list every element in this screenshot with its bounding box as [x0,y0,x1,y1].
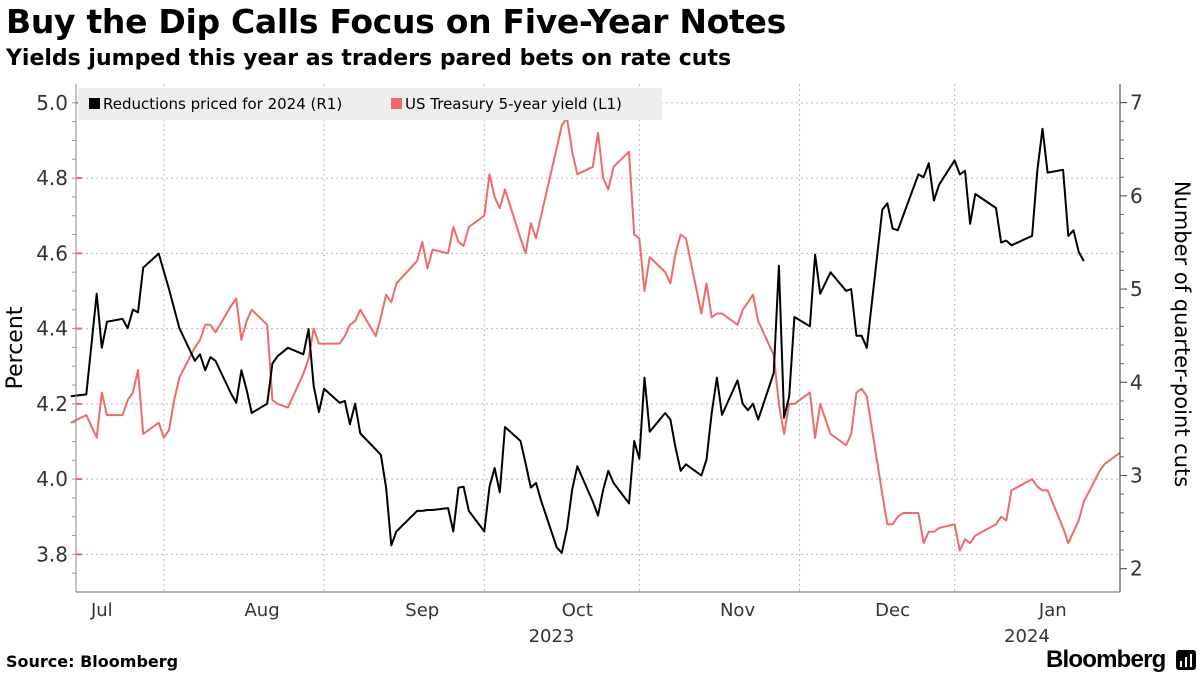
series-lines [70,116,1121,554]
x-tick-label: Oct [562,600,593,621]
legend-label-reductions: Reductions priced for 2024 (R1) [103,95,342,113]
legend: Reductions priced for 2024 (R1) US Treas… [78,88,662,120]
right-tick-label: 3 [1130,463,1143,487]
left-tick-label: 4.4 [36,317,68,341]
left-tick-label: 4.2 [36,392,68,416]
series-line-treasury [70,116,1121,552]
bloomberg-logo: Bloomberg [1046,646,1166,673]
chart-title: Buy the Dip Calls Focus on Five-Year Not… [6,2,786,41]
left-tick-label: 5.0 [36,91,68,115]
right-axis-title: Number of quarter-point cuts [1170,181,1194,487]
x-year-label: 2024 [1004,626,1050,647]
right-tick-label: 2 [1130,557,1143,581]
x-tick-label: Jan [1038,600,1067,621]
legend-swatch-reductions [89,98,100,109]
left-tick-label: 3.8 [36,542,68,566]
x-tick-label: Nov [720,600,755,621]
line-chart: 3.8 4.0 4.2 4.4 4.6 4.8 5.0 2 3 4 5 6 7 Jul Aug Sep Oct N… [3,84,1194,647]
left-tick-label: 4.6 [36,241,68,265]
axes: 3.8 4.0 4.2 4.4 4.6 4.8 5.0 2 3 4 5 6 7 Jul Aug Sep Oct N… [3,84,1194,647]
bloomberg-chart-icon [1176,650,1196,670]
x-tick-label: Aug [244,600,279,621]
series-line-reductions [70,127,1085,554]
x-tick-label: Jul [90,600,113,621]
right-tick-label: 6 [1130,184,1143,208]
right-tick-label: 7 [1130,91,1143,115]
source-note: Source: Bloomberg [6,652,179,671]
right-tick-label: 5 [1130,277,1143,301]
x-tick-label: Dec [875,600,910,621]
legend-background [78,88,662,120]
left-tick-label: 4.0 [36,467,68,491]
legend-swatch-treasury [391,98,402,109]
left-tick-label: 4.8 [36,166,68,190]
legend-label-treasury: US Treasury 5-year yield (L1) [405,95,622,113]
chart-subtitle: Yields jumped this year as traders pared… [6,46,732,71]
x-tick-label: Sep [405,600,439,621]
right-tick-label: 4 [1130,370,1143,394]
left-axis-title: Percent [3,306,28,389]
x-year-label: 2023 [529,626,575,647]
